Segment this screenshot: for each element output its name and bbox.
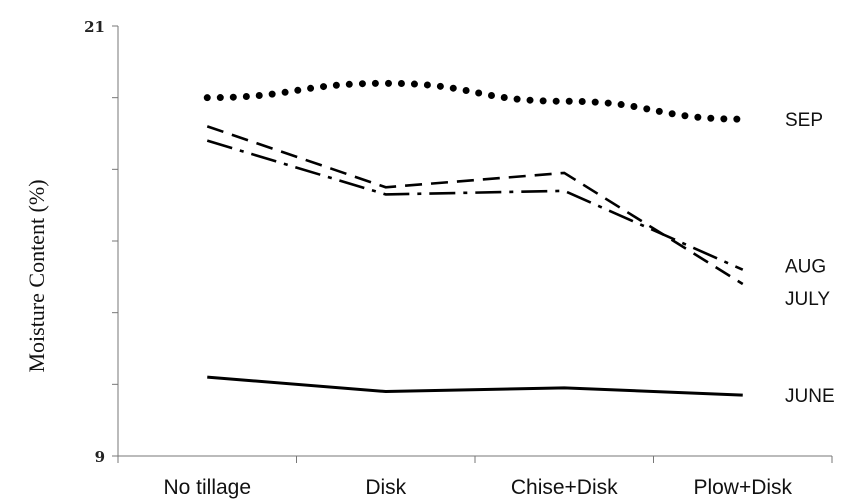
y-tick-label: 21 bbox=[84, 18, 105, 36]
x-axis-categories: No tillage Disk Chise+Disk Plow+Disk bbox=[117, 456, 833, 499]
y-axis-ticks: 21 9 bbox=[84, 18, 118, 466]
x-category-label: Disk bbox=[365, 476, 406, 499]
series-labels: SEP AUG JULY JUNE bbox=[785, 110, 835, 407]
series-line-june bbox=[207, 375, 743, 397]
chart-axes bbox=[117, 26, 832, 457]
series-lines bbox=[203, 79, 747, 397]
series-label-aug: AUG bbox=[785, 257, 826, 278]
series-line-july bbox=[206, 125, 744, 286]
series-label-july: JULY bbox=[785, 289, 830, 310]
series-line-sep bbox=[203, 79, 747, 123]
y-tick-label: 9 bbox=[95, 448, 105, 466]
x-category-label: Chise+Disk bbox=[511, 476, 618, 499]
series-label-june: JUNE bbox=[785, 386, 835, 407]
x-category-label: Plow+Disk bbox=[693, 476, 792, 499]
y-axis-title: Moisture Content (%) bbox=[24, 179, 49, 372]
series-label-sep: SEP bbox=[785, 110, 823, 131]
x-category-label: No tillage bbox=[163, 476, 251, 499]
series-line-aug bbox=[206, 139, 744, 271]
